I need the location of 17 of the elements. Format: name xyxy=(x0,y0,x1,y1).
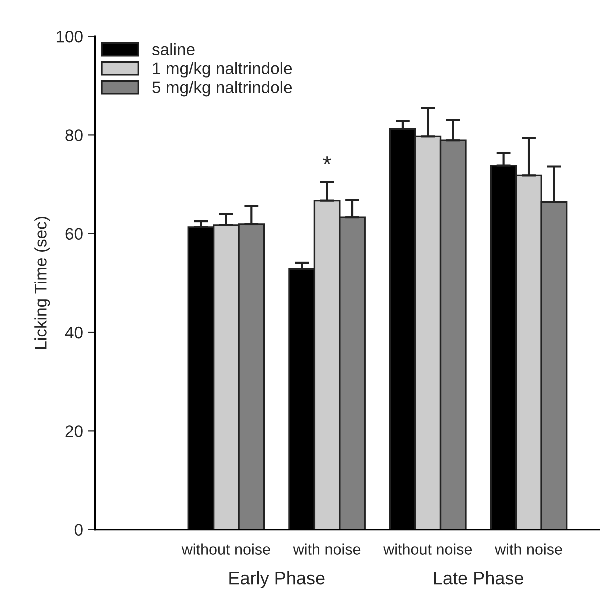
legend-label: 1 mg/kg naltrindole xyxy=(153,62,292,78)
y-tick-label: 60 xyxy=(66,228,83,240)
annotation: * xyxy=(323,156,332,164)
text: Early Phase xyxy=(230,571,325,588)
x-tick-label: with noise xyxy=(495,544,562,555)
y-tick-label: 0 xyxy=(74,524,83,536)
text: Late Phase xyxy=(434,571,524,585)
x-tick-label: without noise xyxy=(182,544,270,555)
legend-label: 5 mg/kg naltrindole xyxy=(152,81,292,97)
y-tick-label: 80 xyxy=(66,130,83,142)
y-tick-label: 100 xyxy=(56,30,83,43)
y-tick-label: 20 xyxy=(66,426,83,438)
x-tick-label: with noise xyxy=(293,544,361,555)
legend-label: saline xyxy=(152,43,195,56)
y-axis-title: Licking Time (sec) xyxy=(34,217,50,349)
x-tick-label: without noise xyxy=(384,544,472,555)
y-tick-label: 40 xyxy=(65,326,83,339)
